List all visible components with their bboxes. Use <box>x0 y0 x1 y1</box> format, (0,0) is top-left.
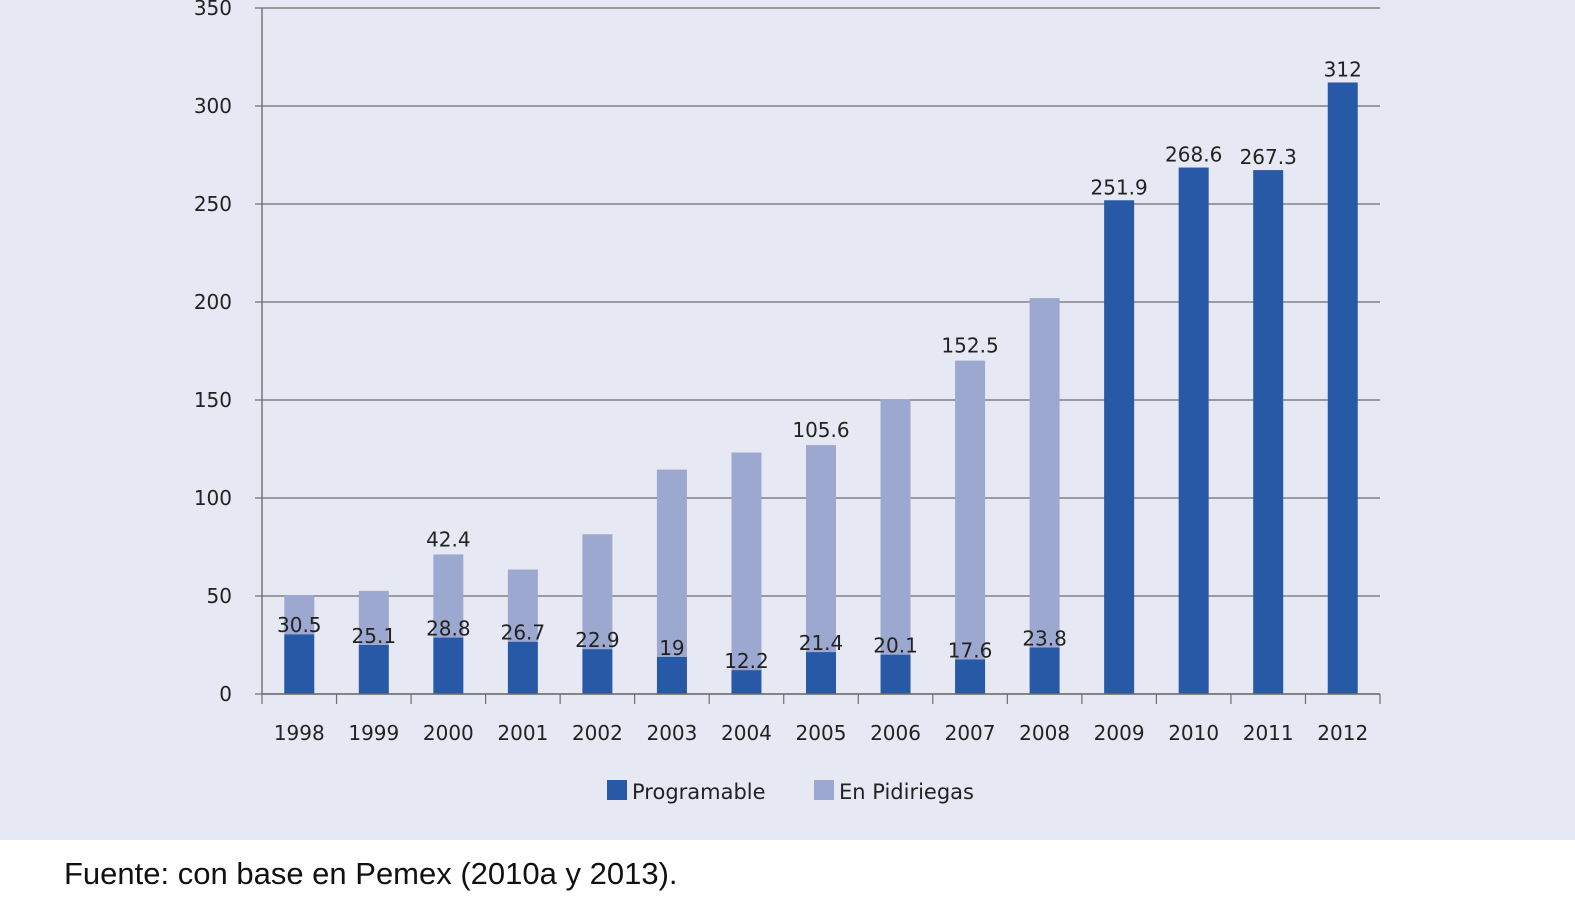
bar-programable <box>1253 170 1284 695</box>
x-tick-label: 2002 <box>572 721 623 745</box>
data-label: 26.7 <box>501 621 546 645</box>
x-tick-label: 2012 <box>1317 721 1368 745</box>
y-tick-label: 350 <box>194 0 232 20</box>
x-tick-label: 1999 <box>348 721 399 745</box>
data-label-pidiriegas: 105.6 <box>792 418 849 442</box>
x-tick-label: 2005 <box>796 721 847 745</box>
data-label: 12.2 <box>724 649 769 673</box>
data-label: 19 <box>659 636 684 660</box>
x-tick-label: 2010 <box>1168 721 1219 745</box>
x-tick-label: 2000 <box>423 721 474 745</box>
data-label: 30.5 <box>277 613 322 637</box>
bar-pidiriegas <box>582 534 613 650</box>
x-tick-label: 2009 <box>1094 721 1145 745</box>
bar-programable <box>955 659 986 694</box>
bar-programable <box>358 644 389 694</box>
data-label: 21.4 <box>799 631 844 655</box>
data-label: 20.1 <box>873 634 918 658</box>
source-note: Fuente: con base en Pemex (2010a y 2013)… <box>64 856 678 891</box>
data-label-pidiriegas: 42.4 <box>426 527 471 551</box>
bar-pidiriegas <box>433 554 464 638</box>
data-label: 267.3 <box>1240 145 1297 169</box>
x-tick-label: 2006 <box>870 721 921 745</box>
x-tick-label: 2004 <box>721 721 772 745</box>
bar-pidiriegas <box>955 360 986 660</box>
y-tick-label: 200 <box>194 290 232 314</box>
data-label-pidiriegas: 152.5 <box>941 334 998 358</box>
legend-label: En Pidiriegas <box>839 780 974 804</box>
x-tick-label: 2008 <box>1019 721 1070 745</box>
bar-programable <box>731 670 762 694</box>
bar-pidiriegas <box>358 590 389 645</box>
stacked-bar-chart: 0 50 100 150 200 250 300 350 1998 1999 2000 2001 200… <box>194 0 1381 804</box>
data-label: 22.9 <box>575 628 620 652</box>
legend-label: Programable <box>632 780 766 804</box>
chart-figure: 0 50 100 150 200 250 300 350 1998 1999 2000 2001 200… <box>0 0 1575 840</box>
y-tick-label: 300 <box>194 94 232 118</box>
y-tick-label: 100 <box>194 486 232 510</box>
bar-pidiriegas <box>880 399 911 655</box>
bar-pidiriegas <box>656 469 687 657</box>
bar-programable <box>806 652 836 694</box>
bar-programable <box>1327 82 1358 695</box>
y-tick-label: 50 <box>207 584 232 608</box>
data-label: 17.6 <box>948 639 993 663</box>
bar-programable <box>582 649 613 694</box>
bar-programable <box>1178 167 1209 694</box>
bar-programable <box>880 654 911 694</box>
x-tick-label: 2011 <box>1243 721 1294 745</box>
bar-programable <box>1029 647 1060 694</box>
data-label: 312 <box>1324 57 1362 81</box>
y-tick-label: 0 <box>219 682 232 706</box>
legend-swatch <box>814 780 834 800</box>
bar-pidiriegas <box>284 595 315 635</box>
data-label: 23.8 <box>1022 626 1067 650</box>
y-tick-label: 250 <box>194 192 232 216</box>
bar-pidiriegas <box>1029 298 1060 648</box>
data-label: 268.6 <box>1165 143 1222 167</box>
y-tick-label: 150 <box>194 388 232 412</box>
x-tick-label: 2003 <box>646 721 697 745</box>
x-tick-label: 2001 <box>497 721 548 745</box>
data-label: 28.8 <box>426 617 471 641</box>
bar-programable <box>1104 200 1135 694</box>
x-tick-label: 1998 <box>274 721 325 745</box>
bar-programable <box>284 634 315 694</box>
bar-pidiriegas <box>806 445 836 653</box>
bar-programable <box>656 656 687 694</box>
bar-programable <box>433 637 464 694</box>
bar-programable <box>507 641 538 694</box>
legend-swatch <box>607 780 627 800</box>
bar-pidiriegas <box>507 569 538 642</box>
data-label: 25.1 <box>352 624 397 648</box>
bar-pidiriegas <box>731 452 762 671</box>
data-label: 251.9 <box>1091 175 1148 199</box>
x-tick-label: 2007 <box>945 721 996 745</box>
